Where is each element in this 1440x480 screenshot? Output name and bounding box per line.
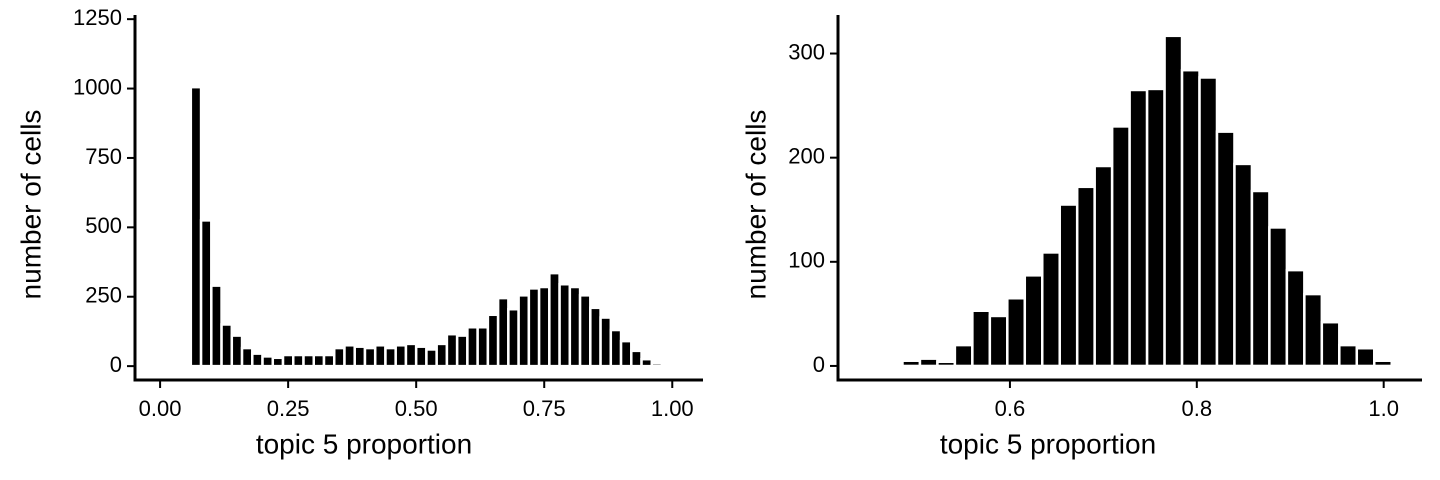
bar bbox=[322, 353, 336, 368]
bar bbox=[210, 284, 223, 368]
bar bbox=[466, 326, 479, 368]
bar bbox=[537, 285, 551, 368]
x-axis-title: topic 5 proportion bbox=[940, 428, 1156, 459]
bar bbox=[1373, 359, 1393, 368]
bar bbox=[1303, 292, 1324, 368]
bar bbox=[384, 346, 397, 368]
bar bbox=[373, 344, 387, 368]
bar bbox=[660, 363, 674, 368]
y-tick-label: 750 bbox=[85, 144, 122, 169]
y-axis-title: number of cells bbox=[15, 110, 46, 300]
bar bbox=[517, 294, 531, 368]
bar bbox=[271, 356, 285, 368]
bar bbox=[281, 353, 295, 368]
bar bbox=[435, 342, 449, 368]
y-tick-label: 300 bbox=[788, 39, 825, 64]
bar bbox=[1285, 268, 1306, 368]
y-tick-label: 0 bbox=[813, 352, 825, 377]
x-tick-label: 1.0 bbox=[1368, 396, 1399, 421]
bar bbox=[240, 346, 254, 368]
x-tick-label: 0.8 bbox=[1182, 396, 1213, 421]
bar bbox=[251, 352, 264, 368]
bar bbox=[394, 344, 408, 368]
bar bbox=[619, 339, 633, 368]
bar bbox=[507, 307, 520, 368]
bar bbox=[1163, 34, 1184, 368]
bar bbox=[312, 353, 326, 368]
bar bbox=[261, 355, 275, 368]
y-tick-label: 500 bbox=[85, 213, 122, 238]
bar bbox=[953, 343, 974, 368]
bar bbox=[1058, 203, 1079, 368]
bar bbox=[1145, 87, 1166, 368]
y-tick-label: 0 bbox=[110, 352, 122, 377]
bar bbox=[640, 357, 654, 368]
bar bbox=[476, 326, 490, 368]
bar bbox=[548, 271, 561, 368]
x-tick-label: 1.00 bbox=[651, 396, 694, 421]
bar bbox=[404, 342, 418, 368]
bar bbox=[455, 334, 469, 368]
bar bbox=[650, 362, 664, 368]
bar bbox=[568, 285, 582, 368]
bar bbox=[1215, 130, 1236, 368]
bar bbox=[1355, 346, 1376, 368]
bar bbox=[1075, 185, 1096, 368]
bar bbox=[1198, 76, 1219, 368]
bar bbox=[901, 359, 922, 368]
bar bbox=[292, 353, 305, 368]
bar bbox=[1180, 68, 1201, 368]
y-tick-label: 100 bbox=[788, 248, 825, 273]
bar bbox=[332, 346, 346, 368]
y-axis-title: number of cells bbox=[740, 110, 771, 300]
bar bbox=[425, 348, 438, 368]
bar bbox=[1338, 343, 1359, 368]
x-tick-label: 0.6 bbox=[995, 396, 1026, 421]
bar bbox=[189, 85, 203, 368]
bar bbox=[599, 316, 613, 368]
bar bbox=[445, 332, 459, 368]
bar bbox=[199, 219, 213, 368]
bar bbox=[988, 314, 1009, 368]
bar bbox=[558, 282, 572, 368]
y-tick-label: 1250 bbox=[73, 5, 122, 30]
bar bbox=[1268, 226, 1289, 368]
bar bbox=[230, 334, 244, 368]
bar bbox=[1093, 164, 1114, 368]
bar bbox=[1110, 125, 1131, 368]
y-tick-label: 250 bbox=[85, 283, 122, 308]
bar bbox=[578, 294, 592, 368]
bar bbox=[1233, 162, 1254, 368]
bar bbox=[1250, 189, 1271, 368]
bar bbox=[220, 323, 234, 368]
x-axis-title: topic 5 proportion bbox=[256, 428, 472, 459]
bar bbox=[1023, 274, 1044, 368]
bar bbox=[302, 353, 315, 368]
y-tick-label: 1000 bbox=[73, 74, 122, 99]
x-tick-label: 0.00 bbox=[139, 396, 182, 421]
bar bbox=[1320, 320, 1341, 368]
y-tick-label: 200 bbox=[788, 143, 825, 168]
bar bbox=[630, 349, 643, 368]
bar bbox=[1006, 297, 1027, 368]
bar bbox=[527, 287, 541, 368]
x-tick-label: 0.50 bbox=[395, 396, 438, 421]
bar bbox=[589, 306, 602, 368]
bar bbox=[496, 296, 510, 368]
bar bbox=[971, 309, 992, 368]
bar bbox=[918, 357, 939, 368]
x-tick-label: 0.25 bbox=[267, 396, 310, 421]
bar bbox=[1128, 88, 1149, 368]
bar bbox=[609, 328, 623, 368]
bar bbox=[363, 346, 377, 368]
x-tick-label: 0.75 bbox=[523, 396, 566, 421]
bar bbox=[414, 345, 428, 368]
bar bbox=[353, 345, 367, 368]
bar bbox=[1041, 251, 1061, 368]
bar bbox=[343, 344, 356, 368]
bar bbox=[936, 360, 957, 368]
bar bbox=[486, 313, 500, 368]
